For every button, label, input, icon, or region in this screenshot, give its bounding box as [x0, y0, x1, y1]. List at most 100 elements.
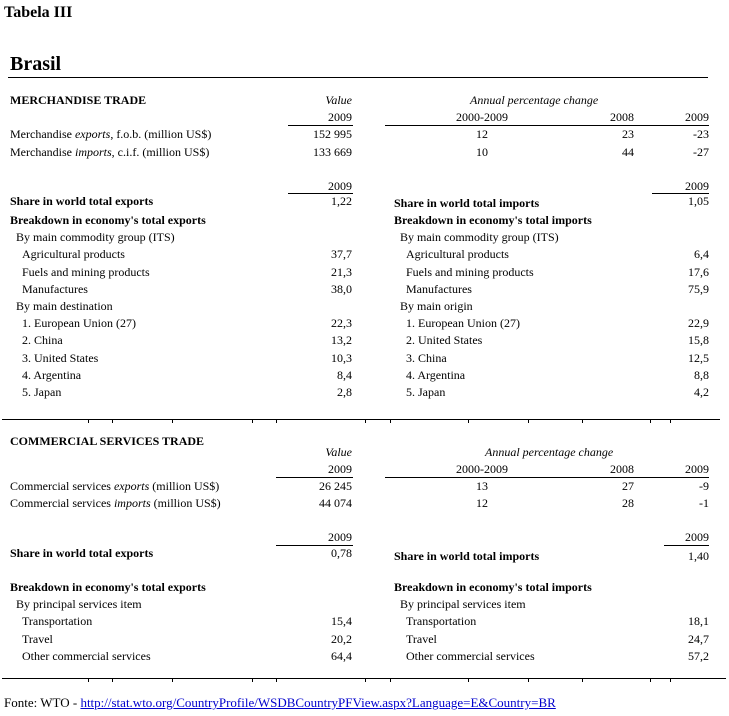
share-exports-label: Share in world total exports	[10, 194, 154, 208]
breakdown-item-label: 2. China	[22, 333, 63, 348]
tick-mark	[252, 420, 253, 423]
divider	[2, 678, 726, 679]
tick-mark	[528, 679, 529, 682]
row-value: 26 245	[319, 479, 352, 493]
breakdown-item-value: 6,4	[694, 247, 709, 262]
col-2009: 2009	[685, 462, 709, 476]
breakdown-item-label: 4. Argentina	[22, 367, 82, 382]
divider	[664, 545, 709, 546]
label-part: Commercial services	[10, 496, 114, 510]
table-title: Tabela III	[4, 4, 73, 21]
col-year: 2009	[328, 110, 352, 124]
source-line: Fonte: WTO - http://stat.wto.org/Country…	[4, 696, 556, 710]
trade-row-label: Commercial services exports (million US$…	[10, 479, 219, 493]
breakdown-item-value: 18,1	[688, 614, 709, 629]
tick-mark	[276, 679, 277, 682]
breakdown-item-value: 24,7	[688, 631, 709, 646]
row-change-2000-2009: 10	[476, 145, 488, 159]
tick-mark	[468, 420, 469, 423]
label-part: , f.o.b. (million US$)	[110, 127, 212, 141]
share-imports-value: 1,05	[688, 194, 709, 208]
breakdown-item-value: 21,3	[331, 264, 352, 279]
share-exports-label: Share in world total exports	[10, 546, 154, 560]
breakdown-item-label: 4. Argentina	[406, 367, 466, 382]
breakdown-group: By principal services item	[16, 597, 142, 612]
col-2008: 2008	[610, 462, 634, 476]
source-link[interactable]: http://stat.wto.org/CountryProfile/WSDBC…	[80, 695, 556, 710]
breakdown-item-label: 1. European Union (27)	[406, 316, 520, 331]
breakdown-item-value: 2,8	[337, 385, 352, 399]
breakdown-item-value: 15,8	[688, 333, 709, 348]
breakdown-item-label: Manufactures	[406, 281, 472, 296]
col-year: 2009	[328, 462, 352, 476]
label-part: Merchandise	[10, 145, 75, 159]
breakdown-item-label: 3. China	[406, 350, 447, 365]
breakdown-item-value: 8,4	[337, 367, 352, 382]
divider	[288, 125, 353, 126]
breakdown-item-value: 37,7	[331, 247, 352, 262]
share-exports-value: 0,78	[331, 546, 352, 560]
breakdown-item-label: 3. United States	[22, 350, 99, 365]
label-part: (million US$)	[149, 479, 220, 493]
tick-mark	[670, 679, 671, 682]
tick-mark	[390, 420, 391, 423]
breakdown-item-label: Other commercial services	[22, 648, 151, 663]
breakdown-title: Breakdown in economy's total imports	[394, 580, 592, 594]
breakdown-item-label: Manufactures	[22, 281, 88, 296]
share-imports-label: Share in world total imports	[394, 196, 540, 210]
breakdown-group: By main commodity group (ITS)	[16, 230, 175, 245]
row-value: 152 995	[313, 127, 352, 141]
trade-row-label: Commercial services imports (million US$…	[10, 496, 221, 510]
label-part: Commercial services	[10, 479, 114, 493]
tick-mark	[112, 679, 113, 682]
breakdown-item-value: 17,6	[688, 264, 709, 279]
breakdown-item-value: 38,0	[331, 281, 352, 296]
row-change-2008: 27	[622, 479, 634, 493]
breakdown-group: By main commodity group (ITS)	[400, 230, 559, 245]
tick-mark	[252, 679, 253, 682]
breakdown-item-value: 64,4	[331, 648, 352, 663]
label-part: Merchandise	[10, 127, 75, 141]
tick-mark	[365, 679, 366, 682]
row-change-2009: -23	[693, 127, 709, 141]
row-value: 133 669	[313, 145, 352, 159]
breakdown-item-label: Agricultural products	[406, 247, 509, 262]
breakdown-item-label: Fuels and mining products	[406, 264, 534, 279]
breakdown-group: By principal services item	[400, 597, 526, 612]
row-change-2000-2009: 12	[476, 127, 488, 141]
tick-mark	[468, 679, 469, 682]
breakdown-item-value: 20,2	[331, 631, 352, 646]
breakdown-item-value: 22,3	[331, 316, 352, 331]
breakdown-item-label: Travel	[406, 631, 437, 646]
breakdown-item-label: 5. Japan	[406, 385, 446, 399]
share-year: 2009	[328, 179, 352, 193]
share-year: 2009	[685, 530, 709, 544]
breakdown-item-label: 2. United States	[406, 333, 483, 348]
breakdown-item-label: Travel	[22, 631, 53, 646]
label-part: exports	[74, 127, 111, 141]
row-change-2008: 44	[622, 145, 634, 159]
divider	[288, 193, 353, 194]
breakdown-item-label: Fuels and mining products	[22, 264, 150, 279]
breakdown-group: By main destination	[16, 299, 113, 313]
breakdown-item-value: 10,3	[331, 350, 352, 365]
row-change-2008: 28	[622, 496, 634, 510]
share-exports-value: 1,22	[331, 194, 352, 208]
divider	[8, 77, 708, 78]
breakdown-title: Breakdown in economy's total exports	[10, 213, 206, 227]
breakdown-item-value: 8,8	[694, 367, 709, 382]
share-imports-label: Share in world total imports	[394, 549, 540, 563]
country-title: Brasil	[10, 53, 62, 75]
breakdown-item-label: Transportation	[22, 614, 93, 629]
tick-mark	[172, 679, 173, 682]
trade-row-label: Merchandise imports, c.i.f. (million US$…	[10, 145, 209, 159]
breakdown-group: By main origin	[400, 299, 473, 313]
label-part: imports	[74, 145, 112, 159]
breakdown-item-value: 4,2	[694, 385, 709, 399]
divider	[385, 477, 709, 478]
row-change-2009: -1	[699, 496, 709, 510]
tick-mark	[88, 420, 89, 423]
source-prefix: Fonte: WTO -	[4, 695, 81, 710]
tick-mark	[276, 420, 277, 423]
